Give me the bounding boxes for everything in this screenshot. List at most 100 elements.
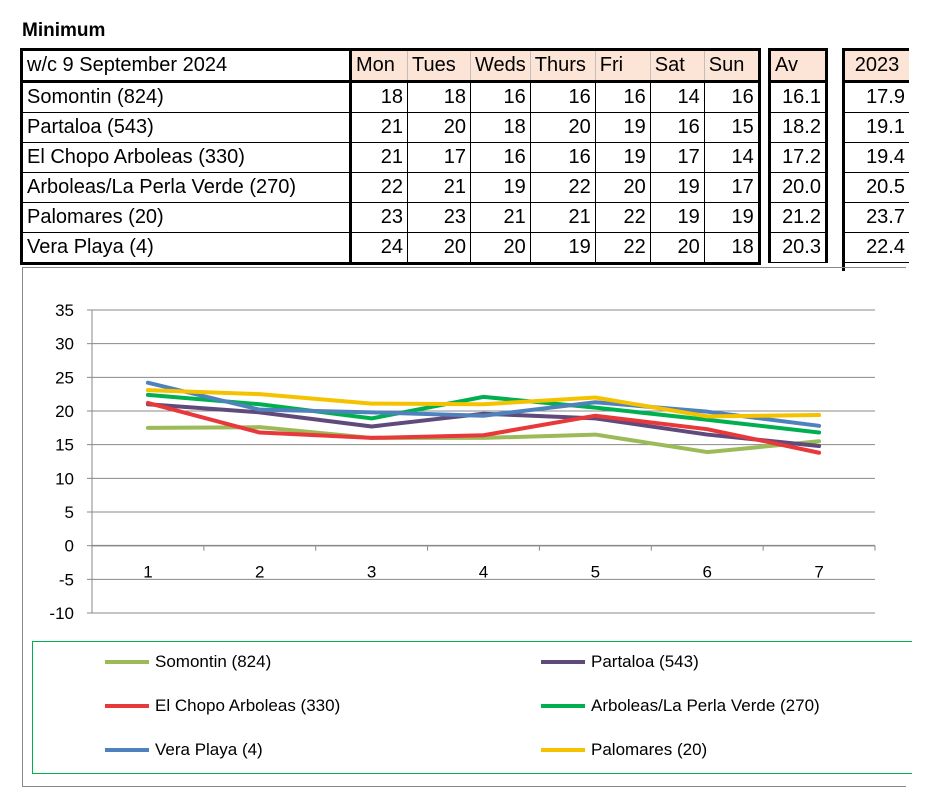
temperature-cell: 19 [595,112,651,143]
week-label: w/c 9 September 2024 [21,49,352,83]
station-name: El Chopo Arboleas (330) [21,142,352,173]
temperature-cell: 23 [350,202,408,233]
previous-year-cell: 19.4 [843,142,909,173]
table-row: Vera Playa (4) 24 20 20 19 22 20 18 [21,232,760,264]
temperature-cell: 22 [595,202,651,233]
average-cell: 17.2 [769,142,827,173]
y-tick-label: 10 [55,469,74,488]
y-tick-label: 15 [55,436,74,455]
average-header: Av [769,49,827,83]
x-tick-label: 4 [479,563,488,582]
series-line-palomares-20 [145,388,822,419]
page-title: Minimum [22,20,106,41]
average-cell: 18.2 [769,112,827,143]
temperature-cell: 16 [470,81,531,113]
temperature-cell: 20 [407,232,471,264]
previous-year-cell: 23.7 [843,202,909,233]
legend-swatch [105,748,149,752]
previous-year-cell: 22.4 [843,232,909,263]
temperature-cell: 15 [704,112,760,143]
table-row: Somontin (824) 18 18 16 16 16 14 16 [21,81,760,113]
day-header: Thurs [530,49,596,83]
legend-swatch [541,704,585,708]
series-line-el-chopo-arboleas-330 [145,400,822,455]
x-tick-label: 6 [702,563,711,582]
series-line-vera-playa-4 [145,380,822,428]
x-tick-label: 7 [814,563,823,582]
y-tick-label: 35 [55,301,74,320]
temperature-cell: 22 [530,172,596,203]
legend-label: Palomares (20) [591,740,708,759]
temperature-cell: 24 [350,232,408,264]
legend-item: Partaloa (543) [541,652,699,672]
temperature-cell: 22 [350,172,408,203]
temperature-cell: 19 [704,202,760,233]
temperature-cell: 14 [650,81,705,113]
temperature-cell: 19 [470,172,531,203]
temperature-cell: 20 [650,232,705,264]
station-name: Vera Playa (4) [21,232,352,264]
chart-area [22,267,906,787]
temperature-cell: 22 [595,232,651,264]
y-tick-label: 20 [55,402,74,421]
temperature-cell: 18 [470,112,531,143]
legend-label: Vera Playa (4) [155,740,263,759]
average-cell: 20.3 [769,232,827,263]
series-line-arboleas-la-perla-verde-270 [145,392,822,435]
temperature-cell: 19 [650,172,705,203]
station-name: Palomares (20) [21,202,352,233]
legend-swatch [541,660,585,664]
temperature-table: w/c 9 September 2024 Mon Tues Weds Thurs… [20,48,761,265]
x-tick-label: 2 [255,563,264,582]
legend-swatch [105,660,149,664]
y-tick-label: 25 [55,368,74,387]
legend-item: Vera Playa (4) [105,740,263,760]
temperature-cell: 21 [350,112,408,143]
chart-legend: Somontin (824) Partaloa (543) El Chopo Arb… [32,641,912,774]
legend-label: Partaloa (543) [591,652,699,671]
legend-item: El Chopo Arboleas (330) [105,696,340,716]
table-header-row: w/c 9 September 2024 Mon Tues Weds Thurs… [21,49,760,83]
temperature-cell: 14 [704,142,760,173]
y-tick-label: 5 [65,503,74,522]
legend-swatch [541,748,585,752]
average-cell: 16.1 [769,81,827,113]
temperature-cell: 21 [407,172,471,203]
temperature-cell: 21 [530,202,596,233]
temperature-cell: 20 [595,172,651,203]
day-header: Tues [407,49,471,83]
day-header: Sun [704,49,760,83]
legend-item: Somontin (824) [105,652,271,672]
previous-year-cell: 19.1 [843,112,909,143]
legend-label: El Chopo Arboleas (330) [155,696,341,715]
legend-item: Palomares (20) [541,740,707,760]
legend-swatch [105,704,149,708]
temperature-cell: 20 [530,112,596,143]
legend-item: Arboleas/La Perla Verde (270) [541,696,820,716]
average-table: Av 16.1 18.2 17.2 20.0 21.2 20.3 [768,48,828,263]
average-cell: 20.0 [769,172,827,203]
temperature-cell: 16 [530,142,596,173]
x-tick-label: 5 [591,563,600,582]
x-tick-label: 1 [143,563,152,582]
legend-label: Somontin (824) [155,652,272,671]
temperature-cell: 17 [650,142,705,173]
temperature-cell: 21 [470,202,531,233]
temperature-cell: 20 [407,112,471,143]
y-tick-label: 0 [65,537,74,556]
station-name: Somontin (824) [21,81,352,113]
station-name: Arboleas/La Perla Verde (270) [21,172,352,203]
temperature-cell: 16 [704,81,760,113]
day-header: Mon [350,49,408,83]
day-header: Fri [595,49,651,83]
temperature-cell: 16 [530,81,596,113]
table-row: El Chopo Arboleas (330) 21 17 16 16 19 17 14 [21,142,760,173]
temperature-cell: 17 [704,172,760,203]
temperature-cell: 16 [470,142,531,173]
previous-year-header: 2023 [843,49,909,83]
table-row: Partaloa (543) 21 20 18 20 19 16 15 [21,112,760,143]
y-tick-label: -5 [59,570,74,589]
temperature-cell: 16 [650,112,705,143]
temperature-cell: 17 [407,142,471,173]
temperature-cell: 18 [350,81,408,113]
